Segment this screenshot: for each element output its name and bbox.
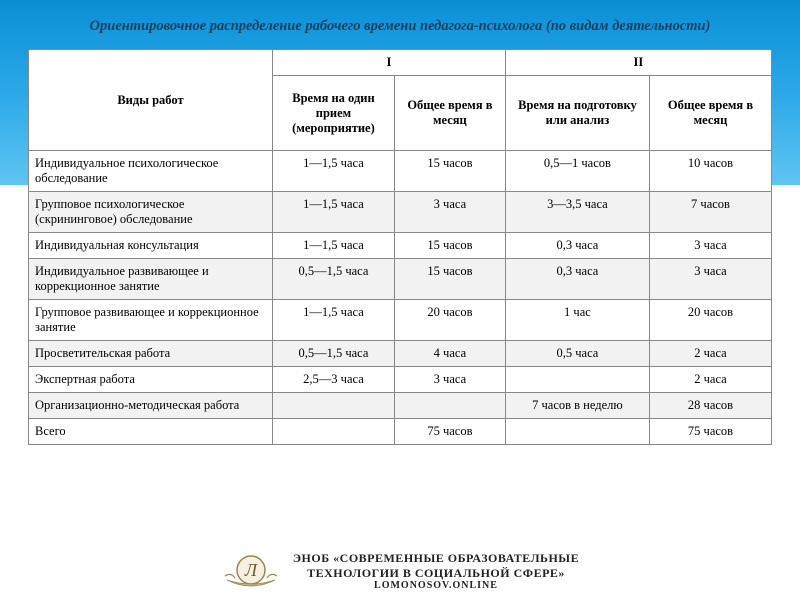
cell-c3: 3—3,5 часа [505,192,649,233]
cell-c3: 0,3 часа [505,233,649,259]
cell-c1: 0,5—1,5 часа [272,341,394,367]
table-row: Групповое развивающее и коррекционное за… [29,300,772,341]
th-types: Виды работ [29,50,273,151]
footer-line1: ЭНОБ «СОВРЕМЕННЫЕ ОБРАЗОВАТЕЛЬНЫЕ [293,551,579,565]
cell-name: Индивидуальная консультация [29,233,273,259]
cell-c1: 1—1,5 часа [272,233,394,259]
time-distribution-table: Виды работ I II Время на один прием (мер… [28,49,772,445]
th-col2: Общее время в месяц [394,76,505,151]
cell-c4: 20 часов [650,300,772,341]
cell-c2: 15 часов [394,151,505,192]
cell-c3: 7 часов в неделю [505,393,649,419]
table-row: Экспертная работа2,5—3 часа3 часа 2 часа [29,367,772,393]
cell-c2: 15 часов [394,233,505,259]
cell-c3: 0,5—1 часов [505,151,649,192]
th-col1: Время на один прием (мероприятие) [272,76,394,151]
table-row: Просветительская работа0,5—1,5 часа4 час… [29,341,772,367]
cell-c4: 3 часа [650,233,772,259]
cell-c1 [272,393,394,419]
content-wrapper: Ориентировочное распределение рабочего в… [0,0,800,445]
cell-c3: 0,3 часа [505,259,649,300]
th-col4: Общее время в месяц [650,76,772,151]
cell-c4: 2 часа [650,341,772,367]
th-group-1: I [272,50,505,76]
th-group-2: II [505,50,771,76]
cell-name: Индивидуальное развивающее и коррекционн… [29,259,273,300]
cell-name: Групповое развивающее и коррекционное за… [29,300,273,341]
cell-c3: 0,5 часа [505,341,649,367]
cell-name: Экспертная работа [29,367,273,393]
table-row: Всего 75 часов 75 часов [29,419,772,445]
cell-c2: 3 часа [394,367,505,393]
table-row: Индивидуальная консультация1—1,5 часа15 … [29,233,772,259]
cell-c4: 10 часов [650,151,772,192]
cell-c2 [394,393,505,419]
cell-c4: 2 часа [650,367,772,393]
cell-name: Групповое психологическое (скрининговое)… [29,192,273,233]
footer-line2: ТЕХНОЛОГИИ В СОЦИАЛЬНОЙ СФЕРЕ» [293,566,579,580]
cell-c4: 7 часов [650,192,772,233]
footer-text: ЭНОБ «СОВРЕМЕННЫЕ ОБРАЗОВАТЕЛЬНЫЕ ТЕХНОЛ… [293,551,579,592]
cell-c1 [272,419,394,445]
cell-name: Организационно-методическая работа [29,393,273,419]
cell-c1: 1—1,5 часа [272,151,394,192]
cell-c2: 75 часов [394,419,505,445]
cell-c4: 3 часа [650,259,772,300]
cell-name: Индивидуальное психологическое обследова… [29,151,273,192]
cell-c4: 28 часов [650,393,772,419]
cell-c1: 1—1,5 часа [272,192,394,233]
cell-c2: 20 часов [394,300,505,341]
svg-text:Л: Л [244,560,259,580]
footer-sub: LOMONOSOV.ONLINE [293,580,579,592]
logo-emblem: Л [221,552,281,592]
cell-c2: 3 часа [394,192,505,233]
cell-c2: 4 часа [394,341,505,367]
cell-name: Просветительская работа [29,341,273,367]
table-row: Групповое психологическое (скрининговое)… [29,192,772,233]
cell-c1: 0,5—1,5 часа [272,259,394,300]
cell-c4: 75 часов [650,419,772,445]
footer: Л ЭНОБ «СОВРЕМЕННЫЕ ОБРАЗОВАТЕЛЬНЫЕ ТЕХН… [0,551,800,592]
cell-c1: 2,5—3 часа [272,367,394,393]
cell-name: Всего [29,419,273,445]
cell-c3: 1 час [505,300,649,341]
table-row: Организационно-методическая работа 7 часо… [29,393,772,419]
table-row: Индивидуальное психологическое обследова… [29,151,772,192]
table-body: Индивидуальное психологическое обследова… [29,151,772,445]
cell-c3 [505,419,649,445]
cell-c3 [505,367,649,393]
page-title: Ориентировочное распределение рабочего в… [28,18,772,35]
cell-c1: 1—1,5 часа [272,300,394,341]
cell-c2: 15 часов [394,259,505,300]
table-row: Индивидуальное развивающее и коррекционн… [29,259,772,300]
th-col3: Время на подготовку или анализ [505,76,649,151]
